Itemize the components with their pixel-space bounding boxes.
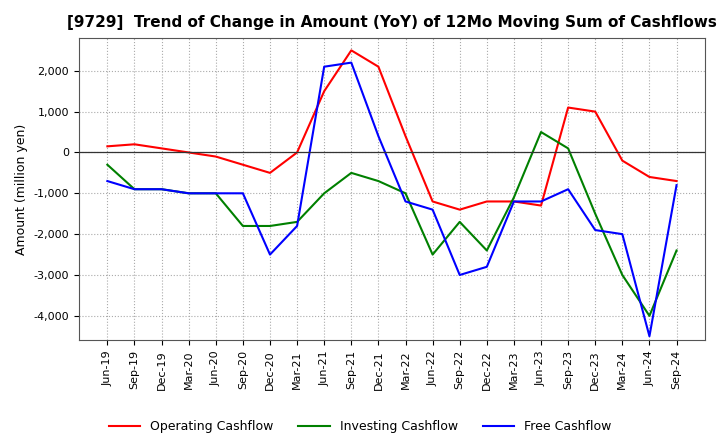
Free Cashflow xyxy=(184,191,193,196)
Operating Cashflow xyxy=(238,162,247,167)
Free Cashflow xyxy=(536,199,545,204)
Investing Cashflow xyxy=(401,191,410,196)
Investing Cashflow xyxy=(618,272,626,278)
Free Cashflow xyxy=(320,64,328,70)
Free Cashflow xyxy=(212,191,220,196)
Investing Cashflow xyxy=(482,248,491,253)
Free Cashflow xyxy=(103,178,112,183)
Free Cashflow xyxy=(455,272,464,278)
Investing Cashflow xyxy=(510,195,518,200)
Free Cashflow xyxy=(374,133,383,139)
Operating Cashflow xyxy=(401,133,410,139)
Investing Cashflow xyxy=(347,170,356,176)
Operating Cashflow xyxy=(591,109,600,114)
Operating Cashflow xyxy=(103,144,112,149)
Investing Cashflow xyxy=(238,224,247,229)
Investing Cashflow xyxy=(564,146,572,151)
Operating Cashflow xyxy=(212,154,220,159)
Investing Cashflow xyxy=(428,252,437,257)
Operating Cashflow xyxy=(618,158,626,163)
Investing Cashflow xyxy=(293,219,302,224)
Free Cashflow xyxy=(510,199,518,204)
Line: Free Cashflow: Free Cashflow xyxy=(107,62,677,336)
Operating Cashflow xyxy=(564,105,572,110)
Free Cashflow xyxy=(482,264,491,269)
Investing Cashflow xyxy=(130,187,139,192)
Investing Cashflow xyxy=(320,191,328,196)
Operating Cashflow xyxy=(266,170,274,176)
Investing Cashflow xyxy=(103,162,112,167)
Free Cashflow xyxy=(130,187,139,192)
Free Cashflow xyxy=(293,224,302,229)
Investing Cashflow xyxy=(645,313,654,319)
Investing Cashflow xyxy=(374,178,383,183)
Investing Cashflow xyxy=(672,248,681,253)
Free Cashflow xyxy=(672,183,681,188)
Investing Cashflow xyxy=(591,211,600,216)
Free Cashflow xyxy=(266,252,274,257)
Free Cashflow xyxy=(591,227,600,233)
Operating Cashflow xyxy=(157,146,166,151)
Line: Operating Cashflow: Operating Cashflow xyxy=(107,50,677,209)
Title: [9729]  Trend of Change in Amount (YoY) of 12Mo Moving Sum of Cashflows: [9729] Trend of Change in Amount (YoY) o… xyxy=(67,15,717,30)
Operating Cashflow xyxy=(130,142,139,147)
Free Cashflow xyxy=(564,187,572,192)
Investing Cashflow xyxy=(157,187,166,192)
Operating Cashflow xyxy=(184,150,193,155)
Free Cashflow xyxy=(618,231,626,237)
Investing Cashflow xyxy=(212,191,220,196)
Operating Cashflow xyxy=(482,199,491,204)
Investing Cashflow xyxy=(266,224,274,229)
Legend: Operating Cashflow, Investing Cashflow, Free Cashflow: Operating Cashflow, Investing Cashflow, … xyxy=(104,415,616,438)
Free Cashflow xyxy=(238,191,247,196)
Operating Cashflow xyxy=(455,207,464,212)
Line: Investing Cashflow: Investing Cashflow xyxy=(107,132,677,316)
Investing Cashflow xyxy=(455,219,464,224)
Operating Cashflow xyxy=(320,88,328,94)
Operating Cashflow xyxy=(347,48,356,53)
Operating Cashflow xyxy=(645,174,654,180)
Investing Cashflow xyxy=(536,129,545,135)
Operating Cashflow xyxy=(672,178,681,183)
Operating Cashflow xyxy=(374,64,383,70)
Free Cashflow xyxy=(157,187,166,192)
Operating Cashflow xyxy=(293,150,302,155)
Free Cashflow xyxy=(401,199,410,204)
Free Cashflow xyxy=(428,207,437,212)
Operating Cashflow xyxy=(428,199,437,204)
Y-axis label: Amount (million yen): Amount (million yen) xyxy=(15,124,28,255)
Free Cashflow xyxy=(347,60,356,65)
Investing Cashflow xyxy=(184,191,193,196)
Free Cashflow xyxy=(645,334,654,339)
Operating Cashflow xyxy=(510,199,518,204)
Operating Cashflow xyxy=(536,203,545,208)
